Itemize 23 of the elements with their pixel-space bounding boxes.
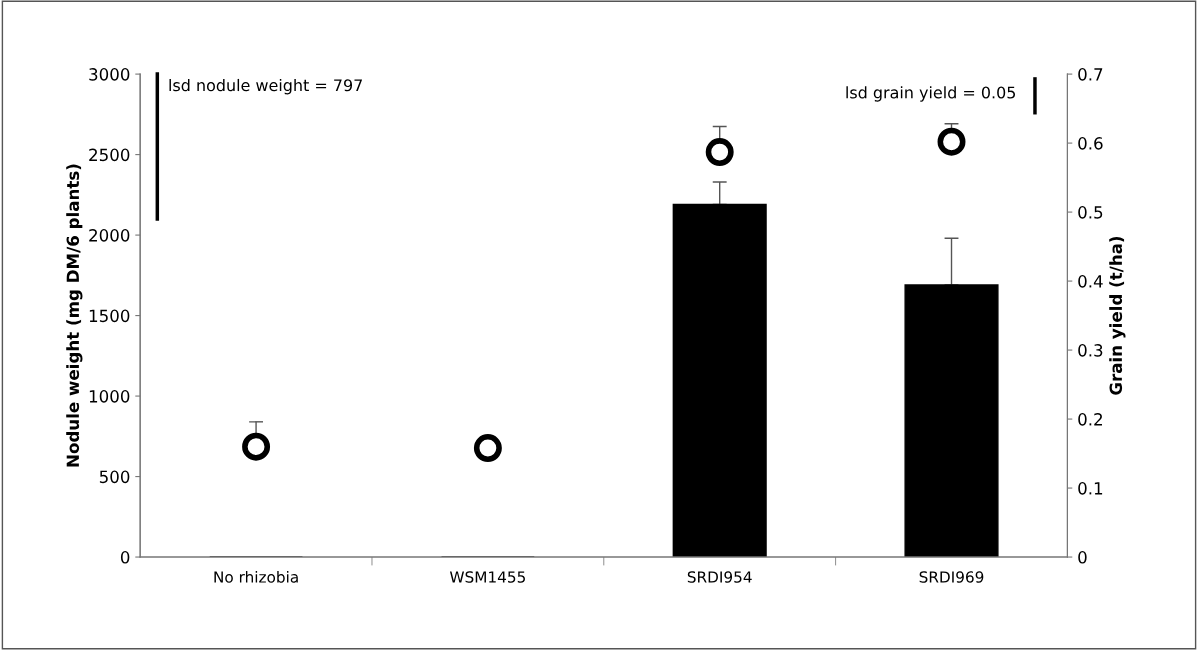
y-tick-label: 2000: [89, 229, 130, 242]
y-tick-label: 1000: [89, 390, 130, 403]
y-tick-label: 3000: [89, 68, 130, 81]
y-tick-label: 0: [120, 551, 130, 564]
x-tick-label: SRDI969: [919, 571, 984, 583]
x-tick-label: SRDI954: [687, 571, 752, 583]
y2-tick-label: 0.2: [1078, 413, 1102, 426]
y2-axis-title: Grain yield (t/ha): [1109, 236, 1126, 395]
y2-tick-label: 0.7: [1078, 68, 1103, 81]
y2-tick-label: 0.3: [1078, 344, 1103, 357]
y-axis-title: Nodule weight (mg DM/6 plants): [66, 164, 83, 467]
x-tick-label: No rhizobia: [214, 570, 298, 583]
annotation: lsd nodule weight = 797: [169, 78, 362, 95]
annotation: lsd grain yield = 0.05: [846, 86, 1016, 102]
y-tick-label: 2500: [89, 148, 130, 162]
y-tick-label: 500: [99, 470, 130, 484]
y2-tick-label: 0.5: [1078, 206, 1103, 219]
y2-tick-label: 0.6: [1078, 137, 1103, 150]
y2-tick-label: 0.4: [1078, 275, 1103, 288]
y2-tick-label: 0.1: [1078, 482, 1103, 495]
y2-tick-label: 0: [1078, 551, 1087, 564]
y-tick-label: 1500: [89, 309, 130, 323]
x-tick-label: WSM1455: [449, 571, 525, 583]
